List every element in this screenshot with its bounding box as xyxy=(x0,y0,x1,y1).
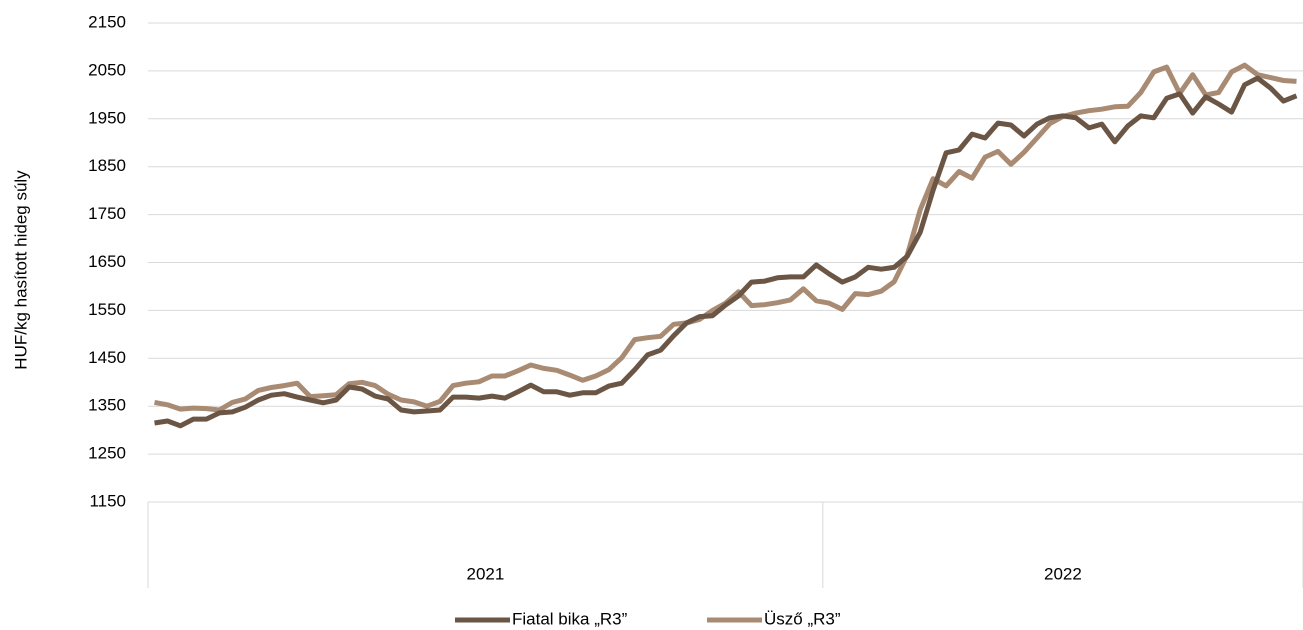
y-axis-title: HUF/kg hasított hideg súly xyxy=(11,170,30,370)
y-tick-label: 1350 xyxy=(88,396,126,415)
y-tick-label: 1150 xyxy=(89,491,126,510)
legend-label: Üsző „R3” xyxy=(764,609,841,628)
y-tick-label: 1750 xyxy=(88,204,126,223)
y-tick-label: 1650 xyxy=(88,252,126,271)
y-tick-label: 2050 xyxy=(88,60,126,79)
group-label: 2021 xyxy=(467,564,505,583)
series-line xyxy=(154,75,1298,429)
y-tick-label: 1250 xyxy=(88,444,126,463)
legend-label: Fiatal bika „R3” xyxy=(512,609,628,628)
y-tick-label: 1550 xyxy=(88,300,126,319)
y-tick-label: 2150 xyxy=(88,12,126,31)
group-label: 2022 xyxy=(1044,564,1082,583)
y-tick-label: 1950 xyxy=(88,108,126,127)
y-tick-label: 1450 xyxy=(88,348,126,367)
y-tick-label: 1850 xyxy=(88,156,126,175)
